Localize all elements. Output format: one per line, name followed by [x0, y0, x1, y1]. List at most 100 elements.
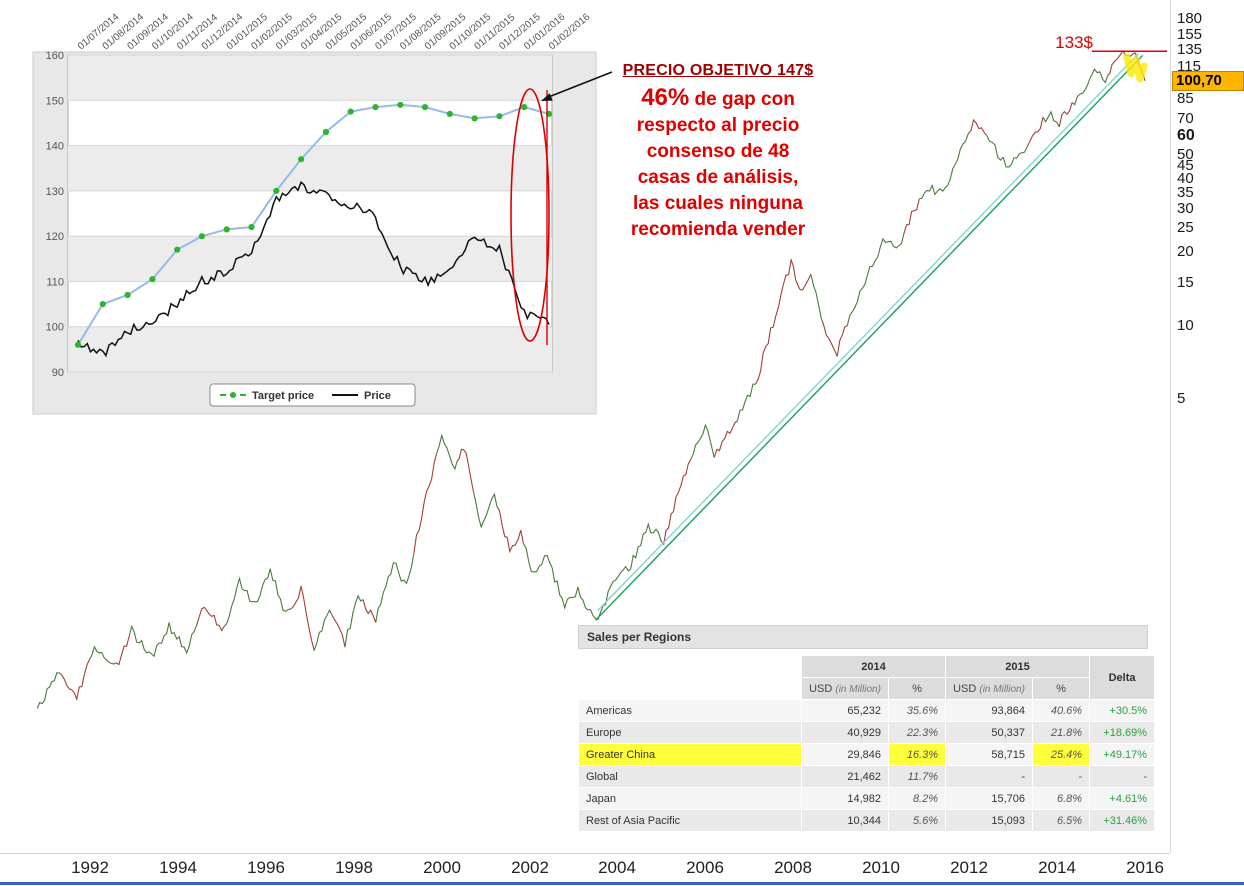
- analyst-note-line: consenso de 48: [646, 141, 790, 162]
- y-axis-label: 20: [1177, 243, 1194, 260]
- y-axis-label: 115: [1177, 58, 1201, 75]
- sales-table-panel: Sales per Regions 2014 2015 Delta USD (in M…: [578, 625, 1155, 832]
- current-price-chip: 100,70: [1172, 71, 1244, 91]
- x-axis-label: 2016: [1126, 858, 1164, 877]
- y-axis-label: 60: [1177, 127, 1195, 144]
- usd-2015-cell: 15,093: [946, 810, 1033, 831]
- y-axis-label: 50: [1177, 146, 1194, 163]
- y-axis-label: 30: [1177, 200, 1194, 217]
- x-axis-label: 2002: [511, 858, 549, 877]
- gap-text: de gap con: [689, 89, 795, 110]
- region-cell: Japan: [579, 788, 801, 809]
- y-axis-label: 85: [1177, 90, 1194, 107]
- y-axis-line: [1170, 0, 1171, 853]
- sales-table-row: Global 21,462 11.7% - - -: [579, 766, 1155, 787]
- y-axis-label: 135: [1177, 41, 1203, 58]
- y-axis-label: 180: [1177, 10, 1203, 27]
- y-axis-label: 35: [1177, 184, 1194, 201]
- delta-cell: -: [1090, 766, 1155, 787]
- pct-2014-cell: 22.3%: [889, 722, 946, 743]
- delta-cell: +31.46%: [1090, 810, 1155, 831]
- analyst-note-line: casas de análisis,: [637, 167, 799, 188]
- inset-y-label: 150: [46, 95, 64, 107]
- analyst-note-line: las cuales ninguna: [633, 193, 803, 214]
- pct-2015-cell: 6.8%: [1033, 788, 1090, 809]
- target-price-dots: [74, 101, 553, 348]
- x-axis-label: 2014: [1038, 858, 1076, 877]
- analyst-note-line: respecto al precio: [636, 115, 800, 136]
- usd-2015-cell: 15,706: [946, 788, 1033, 809]
- region-cell: Rest of Asia Pacific: [579, 810, 801, 831]
- target-price-line: [77, 103, 550, 346]
- usd-2014-cell: 10,344: [802, 810, 888, 831]
- x-axis-label: 1992: [71, 858, 109, 877]
- x-axis-label: 2000: [423, 858, 461, 877]
- inset-price-line: [77, 181, 550, 358]
- arrow-annotation: [541, 71, 613, 101]
- inset-legend: Target price Price: [209, 383, 416, 407]
- pct-2015-cell: 21.8%: [1033, 722, 1090, 743]
- usd-2014-cell: 29,846: [802, 744, 888, 765]
- analyst-note-line: 46% de gap con: [597, 85, 839, 113]
- y-axis-label: 15: [1177, 274, 1194, 291]
- inset-y-label: 120: [46, 231, 64, 243]
- usd-2015-cell: -: [946, 766, 1033, 787]
- sub-header: %: [1033, 678, 1090, 699]
- pct-2014-cell: 5.6%: [889, 810, 946, 831]
- x-axis-label: 2006: [686, 858, 724, 877]
- sub-header: USD (in Million): [802, 678, 888, 699]
- delta-cell: +30.5%: [1090, 700, 1155, 721]
- sales-table-title: Sales per Regions: [578, 625, 1148, 649]
- usd-2014-cell: 40,929: [802, 722, 888, 743]
- pct-2014-cell: 11.7%: [889, 766, 946, 787]
- sales-table-row: Japan 14,982 8.2% 15,706 6.8% +4.61%: [579, 788, 1155, 809]
- inset-y-label: 160: [46, 50, 64, 62]
- sub-header: USD (in Million): [946, 678, 1033, 699]
- x-axis-label: 2012: [950, 858, 988, 877]
- analyst-note-title: PRECIO OBJETIVO 147$: [622, 62, 814, 79]
- y-axis-label: 40: [1177, 170, 1194, 187]
- pct-2015-cell: 40.6%: [1033, 700, 1090, 721]
- x-axis-label: 1996: [247, 858, 285, 877]
- usd-2014-cell: 14,982: [802, 788, 888, 809]
- col-group-delta: Delta: [1090, 656, 1155, 699]
- x-axis-label: 2008: [774, 858, 812, 877]
- bottom-blue-bar: [0, 882, 1244, 885]
- pct-2015-cell: 6.5%: [1033, 810, 1090, 831]
- y-axis-label: 10: [1177, 317, 1194, 334]
- pct-2015-cell: -: [1033, 766, 1090, 787]
- x-axis-label: 2010: [862, 858, 900, 877]
- usd-2014-cell: 21,462: [802, 766, 888, 787]
- region-cell: Global: [579, 766, 801, 787]
- delta-cell: +4.61%: [1090, 788, 1155, 809]
- table-corner: [579, 656, 801, 699]
- sales-table-row: Americas 65,232 35.6% 93,864 40.6% +30.5%: [579, 700, 1155, 721]
- usd-2015-cell: 93,864: [946, 700, 1033, 721]
- usd-2014-cell: 65,232: [802, 700, 888, 721]
- y-axis-label: 45: [1177, 157, 1194, 174]
- inset-y-label: 130: [46, 186, 64, 198]
- y-axis-label: 25: [1177, 219, 1194, 236]
- y-axis-label: 5: [1177, 390, 1186, 407]
- inset-y-label: 110: [46, 276, 64, 288]
- col-group-2015: 2015: [946, 656, 1090, 677]
- sales-table-row: Europe 40,929 22.3% 50,337 21.8% +18.69%: [579, 722, 1155, 743]
- analyst-note-lines: respecto al precio consenso de 48 casas de…: [597, 113, 839, 243]
- x-axis-label: 1998: [335, 858, 373, 877]
- target-price-inset: 160 150 140 130 120 110 100 90 01/07/2014 01/08/2…: [30, 2, 642, 418]
- x-axis-label: 2004: [598, 858, 636, 877]
- x-axis-label: 1994: [159, 858, 197, 877]
- region-cell: Americas: [579, 700, 801, 721]
- peak-price-label: 133$: [1055, 33, 1093, 52]
- sales-table: 2014 2015 Delta USD (in Million)% USD (in Mi…: [578, 655, 1155, 832]
- usd-2015-cell: 50,337: [946, 722, 1033, 743]
- delta-cell: +18.69%: [1090, 722, 1155, 743]
- trendline-1: [597, 53, 1139, 611]
- sales-table-row: Greater China 29,846 16.3% 58,715 25.4% +49.1…: [579, 744, 1155, 765]
- pct-2014-cell: 35.6%: [889, 700, 946, 721]
- inset-plot-area: [67, 54, 553, 373]
- y-axis-label: 155: [1177, 26, 1203, 43]
